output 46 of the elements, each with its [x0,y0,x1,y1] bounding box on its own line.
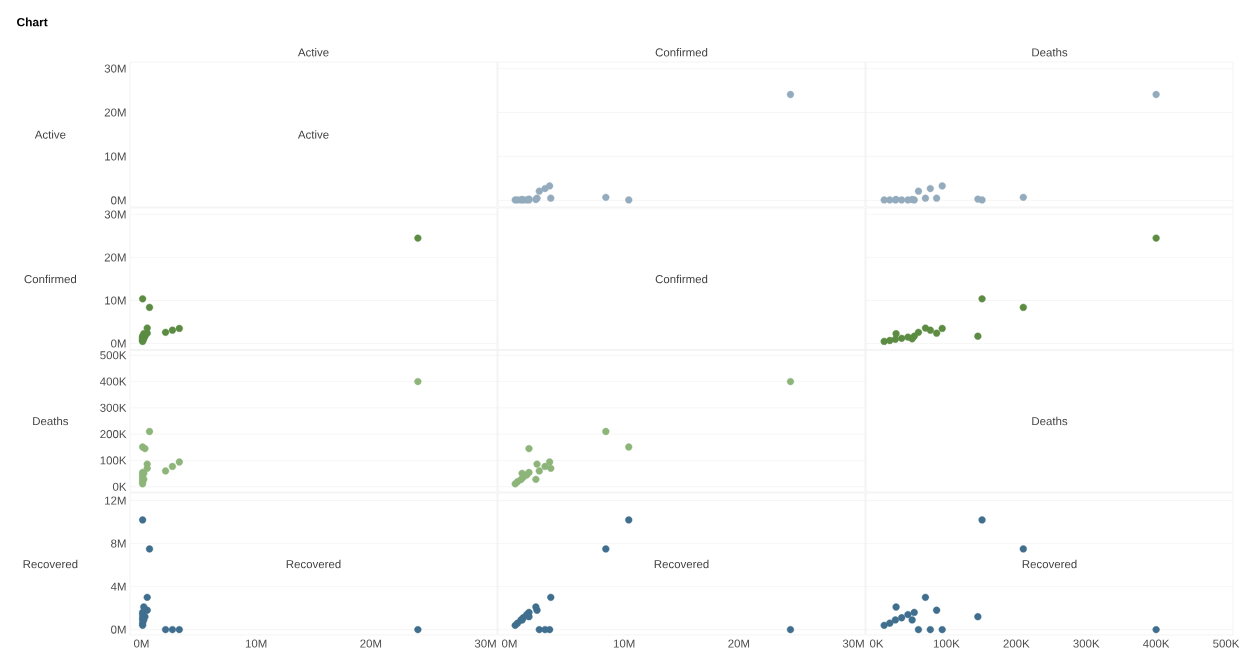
y-tick-label: 12M [105,496,126,505]
y-tick-label: 30M [104,64,126,73]
y-tick-label: 8M [111,539,126,548]
y-tick-label: 4M [110,582,126,591]
text: Chart [17,17,48,27]
y-tick-label: 20M [104,108,126,117]
y-tick-label: 0M [111,196,126,205]
annotation: Active [297,130,329,139]
x-tick-label: 300K [1073,639,1100,648]
y-axis-title: Deaths [33,416,69,426]
x-tick-label: 10M [613,639,635,648]
x-tick-label: 30M [842,639,864,648]
y-tick-label: 200K [100,430,127,439]
annotation: Recovered [654,559,709,569]
x-tick-label: 10M [245,639,267,648]
y-tick-label: 400K [100,377,127,386]
y-tick-label: 0M [111,625,126,634]
y-tick-label: 100K [100,456,127,465]
y-tick-label: 20M [104,253,126,262]
y-tick-label: 0M [111,339,126,348]
x-tick-label: 0M [501,639,517,648]
y-axis-title: Recovered [23,559,78,569]
y-tick-label: 30M [104,210,126,219]
y-tick-label: 10M [105,296,126,305]
x-tick-label: 500K [1213,639,1240,648]
y-tick-label: 0K [112,482,127,491]
y-axis-title: Active [34,130,66,139]
y-tick-label: 300K [100,403,127,412]
x-tick-label: 400K [1143,639,1170,648]
x-tick-label: 200K [1003,639,1030,648]
y-tick-label: 500K [100,351,127,360]
x-tick-label: 0K [869,639,884,648]
text: Confirmed [655,274,708,284]
annotation: Recovered [286,559,341,569]
x-tick-label: 0M [133,639,149,648]
text: Deaths [1032,416,1068,426]
chart-title: Deaths [1032,48,1068,57]
x-tick-label: 100K [933,639,960,648]
chart-title: Confirmed [655,48,708,57]
x-tick-label: 20M [728,639,750,648]
x-tick-label: 30M [474,639,496,648]
annotation: Recovered [1022,559,1077,569]
chart-title: Active [297,48,329,57]
x-tick-label: 20M [360,639,382,648]
y-axis-title: Confirmed [24,274,77,284]
y-tick-label: 10M [105,152,126,161]
